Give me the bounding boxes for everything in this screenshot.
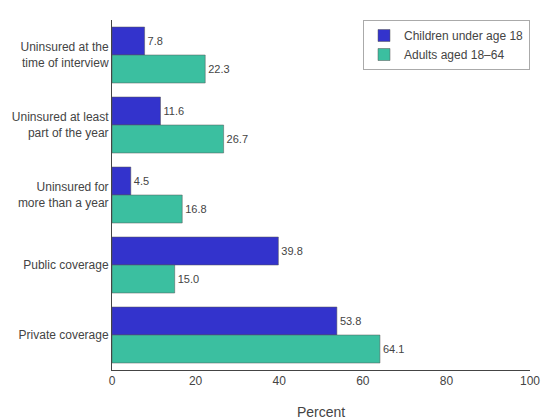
- svg-text:16.8: 16.8: [185, 203, 206, 215]
- svg-text:Percent: Percent: [297, 404, 345, 420]
- svg-text:22.3: 22.3: [208, 63, 229, 75]
- svg-text:39.8: 39.8: [281, 245, 302, 257]
- svg-text:Uninsured at thetime of interv: Uninsured at thetime of interview: [21, 40, 109, 70]
- svg-text:40: 40: [273, 374, 287, 388]
- svg-text:Uninsured formore than a year: Uninsured formore than a year: [18, 180, 109, 210]
- svg-text:Private coverage: Private coverage: [19, 328, 109, 342]
- svg-text:100: 100: [520, 374, 540, 388]
- svg-text:7.8: 7.8: [148, 35, 163, 47]
- svg-text:0: 0: [109, 374, 116, 388]
- svg-text:80: 80: [440, 374, 454, 388]
- svg-text:Uninsured at leastpart of the: Uninsured at leastpart of the year: [12, 110, 109, 140]
- svg-text:64.1: 64.1: [383, 343, 404, 355]
- svg-text:53.8: 53.8: [340, 315, 361, 327]
- svg-text:4.5: 4.5: [134, 175, 149, 187]
- svg-text:60: 60: [356, 374, 370, 388]
- svg-text:Public coverage: Public coverage: [23, 258, 109, 272]
- svg-text:26.7: 26.7: [227, 133, 248, 145]
- svg-text:15.0: 15.0: [178, 273, 199, 285]
- svg-text:Children under age 18: Children under age 18: [404, 29, 523, 43]
- svg-text:Adults aged 18–64: Adults aged 18–64: [404, 48, 504, 62]
- svg-text:11.6: 11.6: [163, 105, 184, 117]
- svg-text:20: 20: [189, 374, 203, 388]
